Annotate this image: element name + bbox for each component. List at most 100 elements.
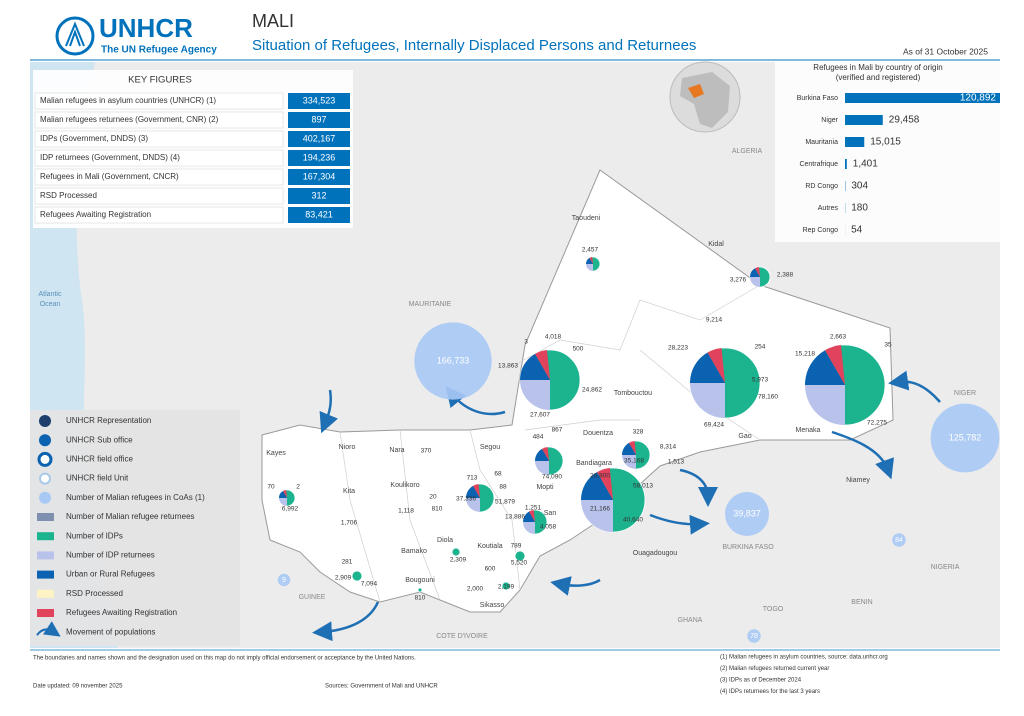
- site-figure: 24,862: [582, 387, 602, 394]
- legend-icon: [37, 551, 54, 559]
- site-figure: 1,706: [341, 520, 358, 527]
- bar-value-label: 120,892: [960, 93, 997, 104]
- kf-label: Malian refugees in asylum countries (UNH…: [40, 96, 216, 105]
- bar-category: RD Congo: [805, 183, 838, 190]
- inset-globe: [670, 62, 740, 132]
- place-label: Menaka: [796, 427, 821, 434]
- bar-value-label: 180: [851, 203, 868, 214]
- site-figure: 58,013: [633, 483, 653, 490]
- legend-label: UNHCR Sub office: [66, 435, 133, 444]
- site-figure: 867: [552, 427, 563, 434]
- site-figure: 370: [421, 448, 432, 455]
- origin-title: Refugees in Mali by country of origin: [813, 63, 942, 72]
- site-figure: 26,800: [590, 473, 610, 480]
- place-label: Nara: [389, 447, 404, 454]
- bar-category: Rep Congo: [803, 227, 839, 234]
- place-label: San: [544, 510, 557, 517]
- site-figure: 9,214: [706, 317, 723, 324]
- footnote: (1) Malian refugees in asylum countries,…: [720, 655, 888, 661]
- logo: UNHCR The UN Refugee Agency: [57, 13, 217, 56]
- site-figure: 3: [524, 339, 528, 346]
- logo-tagline: The UN Refugee Agency: [101, 45, 217, 56]
- place-label: Mopti: [536, 484, 554, 491]
- legend-icon: [37, 513, 54, 521]
- site-figure: 78,160: [758, 394, 778, 401]
- legend-label: Movement of populations: [66, 627, 155, 636]
- country-label: NIGER: [954, 390, 976, 397]
- place-label: Gao: [738, 433, 751, 440]
- kf-value: 897: [311, 114, 326, 124]
- kf-label: IDP returnees (Government, DNDS) (4): [40, 153, 180, 162]
- site-figure: 713: [467, 475, 478, 482]
- place-label: Taoudeni: [572, 215, 601, 222]
- place-label: Bamako: [401, 548, 427, 555]
- title: MALI: [252, 11, 294, 31]
- legend-label: UNHCR field Unit: [66, 474, 129, 483]
- country-label: BURKINA FASO: [722, 544, 774, 551]
- site-figure: 69,424: [704, 422, 724, 429]
- legend-icon: [37, 590, 54, 598]
- site-figure: 2,388: [777, 272, 794, 279]
- place-label: Bandiagara: [576, 460, 612, 467]
- place-label: Sikasso: [480, 602, 505, 609]
- site-figure: 28,223: [668, 345, 688, 352]
- bar-category: Centrafrique: [799, 161, 838, 168]
- site-figure: 7,094: [361, 581, 378, 588]
- site-figure: 281: [342, 559, 353, 566]
- site-pie: [418, 588, 422, 592]
- site-figure: 789: [511, 543, 522, 550]
- coa-bubble-label: 125,782: [949, 432, 982, 442]
- site-figure: 2,199: [498, 584, 515, 591]
- footnote: (2) Malian refugees returned current yea…: [720, 666, 829, 672]
- site-figure: 2,457: [582, 247, 599, 254]
- legend-icon: [39, 492, 51, 504]
- site-figure: 35: [884, 342, 892, 349]
- site-figure: 2: [296, 484, 300, 491]
- site-figure: 8,314: [660, 444, 677, 451]
- site-figure: 74,090: [542, 474, 562, 481]
- place-label: Douentza: [583, 430, 613, 437]
- bar-category: Niger: [821, 117, 838, 124]
- disclaimer: The boundaries and names shown and the d…: [33, 656, 416, 662]
- site-figure: 35,168: [624, 458, 644, 465]
- site-figure: 21,166: [590, 506, 610, 513]
- site-figure: 40,640: [623, 517, 643, 524]
- key-figures: KEY FIGURES Malian refugees in asylum co…: [33, 70, 353, 228]
- country-label: GUINEE: [299, 594, 326, 601]
- origin-panel: [775, 62, 1000, 242]
- country-label: TOGO: [763, 606, 784, 613]
- place-label: Koutiala: [477, 543, 502, 550]
- place-label: Bougouni: [405, 577, 435, 584]
- site-figure: 37,336: [456, 496, 476, 503]
- site-figure: 68: [494, 471, 502, 478]
- site-pie: [352, 571, 362, 581]
- place-label: Kita: [343, 488, 355, 495]
- kf-label: Refugees Awaiting Registration: [40, 210, 151, 219]
- kf-label: Refugees in Mali (Government, CNCR): [40, 172, 179, 181]
- ocean-label: Ocean: [40, 301, 61, 308]
- legend-label: Urban or Rural Refugees: [66, 570, 155, 579]
- site-figure: 6,992: [282, 506, 299, 513]
- coa-bubble-label: 78: [750, 633, 758, 640]
- site-figure: 72,275: [867, 420, 887, 427]
- legend-label: Number of Malian refugee returnees: [66, 512, 195, 521]
- site-figure: 5,973: [752, 377, 769, 384]
- site-figure: 88: [499, 484, 507, 491]
- country-label: GHANA: [678, 617, 703, 624]
- legend-label: Number of Malian refugees in CoAs (1): [66, 493, 205, 502]
- legend-label: Number of IDP returnees: [66, 551, 155, 560]
- ocean-label: Atlantic: [39, 291, 62, 298]
- site-figure: 2,309: [450, 557, 467, 564]
- site-figure: 13,886: [505, 514, 525, 521]
- site-figure: 27,607: [530, 412, 550, 419]
- coa-bubble-label: 84: [895, 537, 903, 544]
- bar-value-label: 1,401: [853, 159, 878, 170]
- key-figures-title: KEY FIGURES: [128, 75, 192, 86]
- country-label: NIGERIA: [931, 564, 960, 571]
- site-figure: 2,663: [830, 334, 847, 341]
- legend-label: UNHCR Representation: [66, 416, 151, 425]
- site-figure: 500: [573, 346, 584, 353]
- place-label: Ouagadougou: [633, 550, 677, 557]
- site-figure: 1,513: [668, 459, 685, 466]
- legend-label: RSD Processed: [66, 589, 123, 598]
